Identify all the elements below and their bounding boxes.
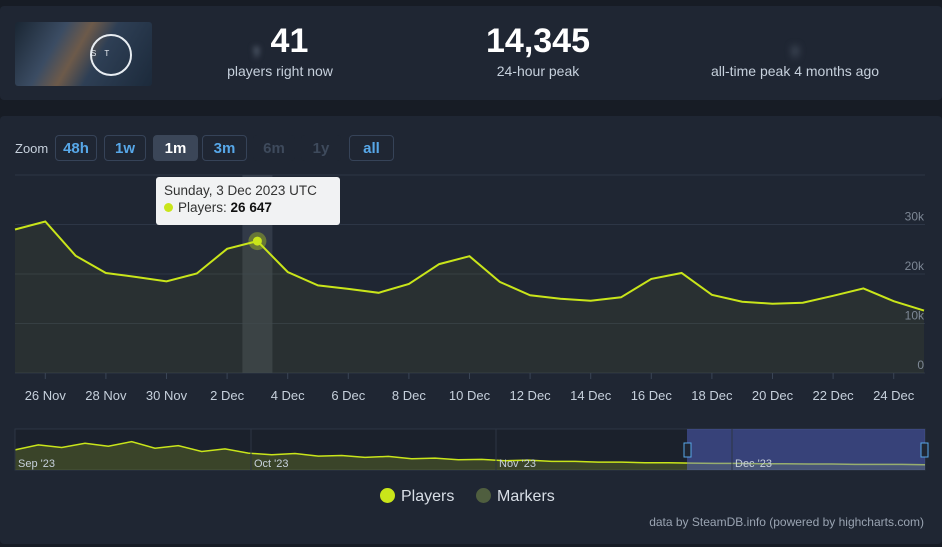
y-tick-label: 30k: [905, 210, 925, 224]
current-players-label: players right now: [227, 63, 333, 79]
peak-24h-value: 14,345: [486, 22, 590, 60]
navigator-area: [15, 441, 925, 470]
legend-players-dot: [380, 488, 395, 503]
navigator-label: Oct '23: [254, 458, 289, 470]
chart-tooltip: Sunday, 3 Dec 2023 UTC Players: 26 647: [156, 177, 340, 225]
legend-markers-label: Markers: [497, 488, 555, 505]
players-area: [15, 221, 924, 373]
x-tick-label: 4 Dec: [271, 388, 305, 403]
game-logo-icon: [90, 34, 132, 76]
x-tick-label: 14 Dec: [570, 388, 612, 403]
game-thumbnail[interactable]: S T: [15, 22, 152, 86]
x-tick-label: 2 Dec: [210, 388, 244, 403]
peak-24h-stat: 14,345 24-hour peak: [458, 22, 618, 79]
navigator-label: Sep '23: [18, 458, 55, 470]
y-axis-ticks: 0 10k 20k 30k: [905, 210, 925, 373]
x-tick-label: 30 Nov: [146, 388, 188, 403]
x-tick-label: 20 Dec: [752, 388, 794, 403]
navigator-selection[interactable]: [687, 429, 925, 470]
highlight-point: [252, 236, 262, 246]
zoom-1y-button[interactable]: 1y: [301, 135, 341, 161]
tooltip-series-label: Players:: [178, 200, 227, 215]
x-tick-label: 16 Dec: [631, 388, 673, 403]
tooltip-series-dot: [164, 203, 173, 212]
navigator-left-handle[interactable]: [683, 442, 692, 458]
tooltip-value: 26 647: [230, 200, 272, 215]
tooltip-row: Players: 26 647: [164, 200, 332, 215]
y-tick-label: 0: [917, 358, 924, 372]
players-line: [14, 220, 925, 312]
x-tick-label: 28 Nov: [85, 388, 127, 403]
y-tick-label: 10k: [905, 309, 925, 323]
navigator-line: [14, 440, 926, 466]
x-tick-label: 18 Dec: [691, 388, 733, 403]
zoom-label: Zoom: [15, 141, 49, 156]
current-players-number: 41: [270, 22, 309, 60]
x-tick-label: 12 Dec: [509, 388, 551, 403]
x-axis-ticks: 26 Nov 28 Nov 30 Nov 2 Dec 4 Dec 6 Dec 8 Dec 10…: [25, 373, 915, 403]
legend-item-players[interactable]: Players: [380, 488, 454, 506]
legend-players-label: Players: [401, 488, 455, 505]
current-players-value: , 41: [205, 22, 355, 60]
legend-markers-dot: [476, 488, 491, 503]
navigator-label: Dec '23: [735, 458, 772, 470]
navigator-labels: Sep '23 Oct '23 Nov '23 Dec '23: [14, 429, 772, 470]
navigator-label: Nov '23: [499, 458, 536, 470]
current-players-stat: , 41 players right now: [205, 22, 355, 79]
zoom-48h-button[interactable]: 48h: [55, 135, 97, 161]
stats-bar: S T , 41 players right now 14,345 24-hou…: [0, 6, 942, 100]
legend-item-markers[interactable]: Markers: [476, 488, 555, 506]
zoom-6m-button[interactable]: 6m: [253, 135, 295, 161]
alltime-peak-value: ,: [790, 22, 800, 60]
x-tick-label: 10 Dec: [449, 388, 491, 403]
alltime-peak-label: all-time peak 4 months ago: [710, 63, 880, 79]
thumbnail-text: S T: [91, 49, 113, 58]
chart-credit: data by SteamDB.info (powered by highcha…: [649, 515, 924, 529]
current-players-hidden-prefix: ,: [251, 22, 262, 60]
x-tick-label: 8 Dec: [392, 388, 426, 403]
zoom-1m-button[interactable]: 1m: [153, 135, 198, 161]
zoom-1w-button[interactable]: 1w: [104, 135, 146, 161]
zoom-all-button[interactable]: all: [349, 135, 394, 161]
y-tick-label: 20k: [905, 259, 925, 273]
x-tick-label: 26 Nov: [25, 388, 67, 403]
x-tick-label: 6 Dec: [331, 388, 365, 403]
x-tick-label: 24 Dec: [873, 388, 915, 403]
x-tick-label: 22 Dec: [812, 388, 854, 403]
navigator-right-handle[interactable]: [920, 442, 929, 458]
zoom-3m-button[interactable]: 3m: [202, 135, 247, 161]
alltime-peak-stat: , all-time peak 4 months ago: [690, 22, 900, 79]
peak-24h-label: 24-hour peak: [496, 63, 580, 79]
tooltip-date: Sunday, 3 Dec 2023 UTC: [164, 183, 317, 198]
